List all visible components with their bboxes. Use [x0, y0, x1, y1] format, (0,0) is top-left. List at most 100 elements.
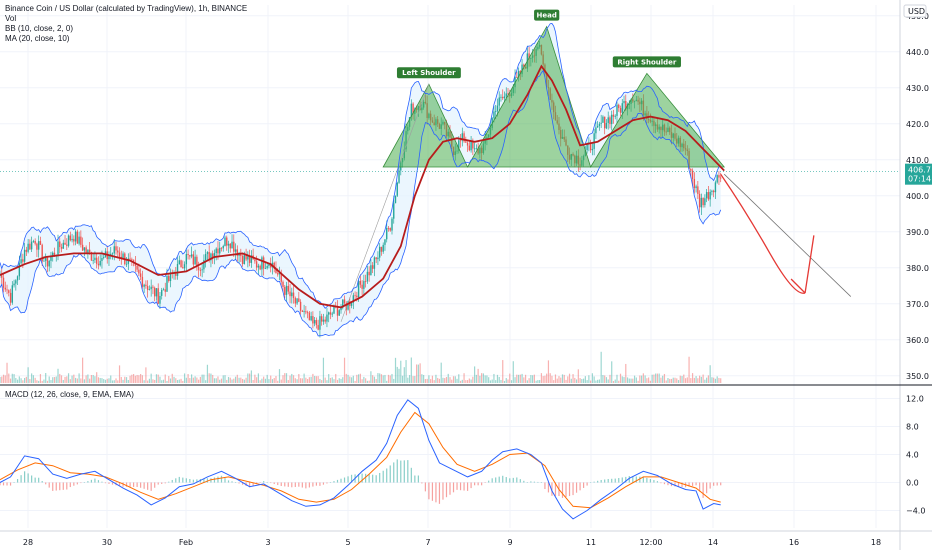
candle-body	[57, 241, 59, 256]
macd-histogram-bar	[590, 482, 592, 483]
candle-body	[103, 257, 105, 258]
volume-bar	[493, 373, 495, 383]
volume-bar	[64, 376, 66, 383]
volume-bar	[363, 376, 365, 383]
macd-histogram-bar	[234, 482, 237, 483]
right-shoulder-label-bg	[612, 56, 681, 68]
volume-bar	[315, 376, 318, 383]
candle-body	[71, 238, 73, 241]
volume-bar	[238, 377, 240, 383]
macd-histogram-bar	[284, 482, 286, 487]
volume-bar	[630, 378, 632, 383]
volume-bar	[389, 375, 391, 383]
candle-body	[30, 241, 33, 250]
candle-body	[187, 254, 189, 256]
candle-body	[598, 123, 601, 126]
volume-bar	[714, 378, 717, 383]
macd-histogram-bar	[249, 482, 251, 488]
volume-bar	[665, 380, 667, 383]
volume-bar	[196, 377, 198, 383]
macd-histogram-bar	[308, 482, 310, 488]
candle-body	[387, 227, 390, 229]
macd-histogram-bar	[0, 482, 1, 486]
candle-body	[138, 269, 140, 274]
currency-badge[interactable]: USD	[903, 4, 927, 18]
volume-bar	[199, 376, 201, 383]
macd-histogram-bar	[48, 482, 50, 488]
candle-body	[342, 299, 344, 308]
volume-bar	[310, 376, 312, 383]
candle-body	[59, 241, 61, 247]
candle-body	[270, 263, 272, 268]
volume-bar	[50, 380, 52, 383]
candle-body	[614, 115, 616, 117]
volume-bar	[540, 373, 543, 383]
macd-histogram-bar	[298, 482, 300, 487]
volume-bar	[577, 369, 579, 383]
volume-bar	[468, 378, 470, 383]
candle-body	[211, 253, 214, 259]
volume-bar	[48, 376, 50, 383]
candle-body	[99, 260, 101, 266]
volume-bar	[131, 374, 133, 383]
volume-bar	[342, 377, 344, 383]
volume-bar	[273, 378, 275, 383]
volume-bar	[322, 357, 325, 383]
legend-bb[interactable]: BB (10, close, 2, 0)	[5, 24, 74, 33]
volume-bar	[428, 375, 430, 383]
volume-bar	[340, 378, 342, 383]
candle-body	[27, 243, 29, 252]
volume-bar	[437, 377, 439, 383]
volume-bar	[118, 365, 121, 383]
macd-tick-label: 0.0	[906, 479, 919, 488]
volume-bar	[619, 373, 622, 383]
volume-bar	[203, 374, 205, 383]
volume-bar	[36, 380, 38, 383]
candle-body	[516, 76, 518, 78]
macd-histogram-bar	[452, 482, 455, 493]
legend-ma[interactable]: MA (20, close, 10)	[5, 34, 70, 43]
volume-bar	[481, 373, 483, 383]
candle-body	[333, 305, 335, 314]
candle-body	[243, 254, 246, 265]
volume-bar	[632, 378, 634, 383]
volume-bar	[602, 375, 604, 383]
macd-histogram-bar	[27, 473, 29, 483]
macd-histogram-bar	[104, 482, 107, 484]
volume-bar	[159, 376, 161, 383]
legend-vol[interactable]: Vol	[5, 14, 17, 23]
candle-body	[227, 243, 230, 246]
macd-histogram-bar	[568, 482, 571, 497]
candle-body	[368, 271, 370, 276]
candle-body	[611, 114, 613, 125]
volume-bar	[18, 376, 20, 383]
macd-histogram-bar	[382, 470, 384, 483]
volume-bar	[510, 380, 513, 383]
candle-body	[129, 258, 131, 260]
symbol-title[interactable]: Binance Coin / US Dollar (calculated by …	[5, 4, 248, 13]
legend-macd[interactable]: MACD (12, 26, close, 9, EMA, EMA)	[5, 390, 134, 399]
macd-legend: MACD (12, 26, close, 9, EMA, EMA)	[5, 390, 134, 400]
candle-body	[236, 249, 239, 256]
volume-bar	[335, 373, 337, 383]
macd-histogram-bar	[305, 482, 307, 489]
volume-bar	[641, 375, 643, 383]
candle-body	[125, 263, 128, 265]
candle-body	[259, 265, 261, 270]
macd-histogram-bar	[34, 477, 36, 483]
volume-bar	[11, 373, 13, 383]
head-and-shoulders-pattern[interactable]: Left Shoulder Head Right Shoulder	[340, 9, 726, 322]
currency-badge-bg	[903, 4, 927, 18]
candle-body	[45, 257, 47, 261]
last-price-value: 406.7	[908, 166, 931, 175]
volume-bar	[103, 379, 105, 383]
macd-histogram-bar	[582, 482, 585, 488]
right-shoulder-label: Right Shoulder	[617, 58, 677, 66]
candle-body	[718, 175, 720, 178]
macd-histogram-bar	[196, 479, 198, 483]
volume-bar	[442, 377, 444, 383]
candle-body	[697, 186, 699, 194]
volume-bar	[387, 374, 390, 383]
volume-bar	[74, 377, 77, 383]
